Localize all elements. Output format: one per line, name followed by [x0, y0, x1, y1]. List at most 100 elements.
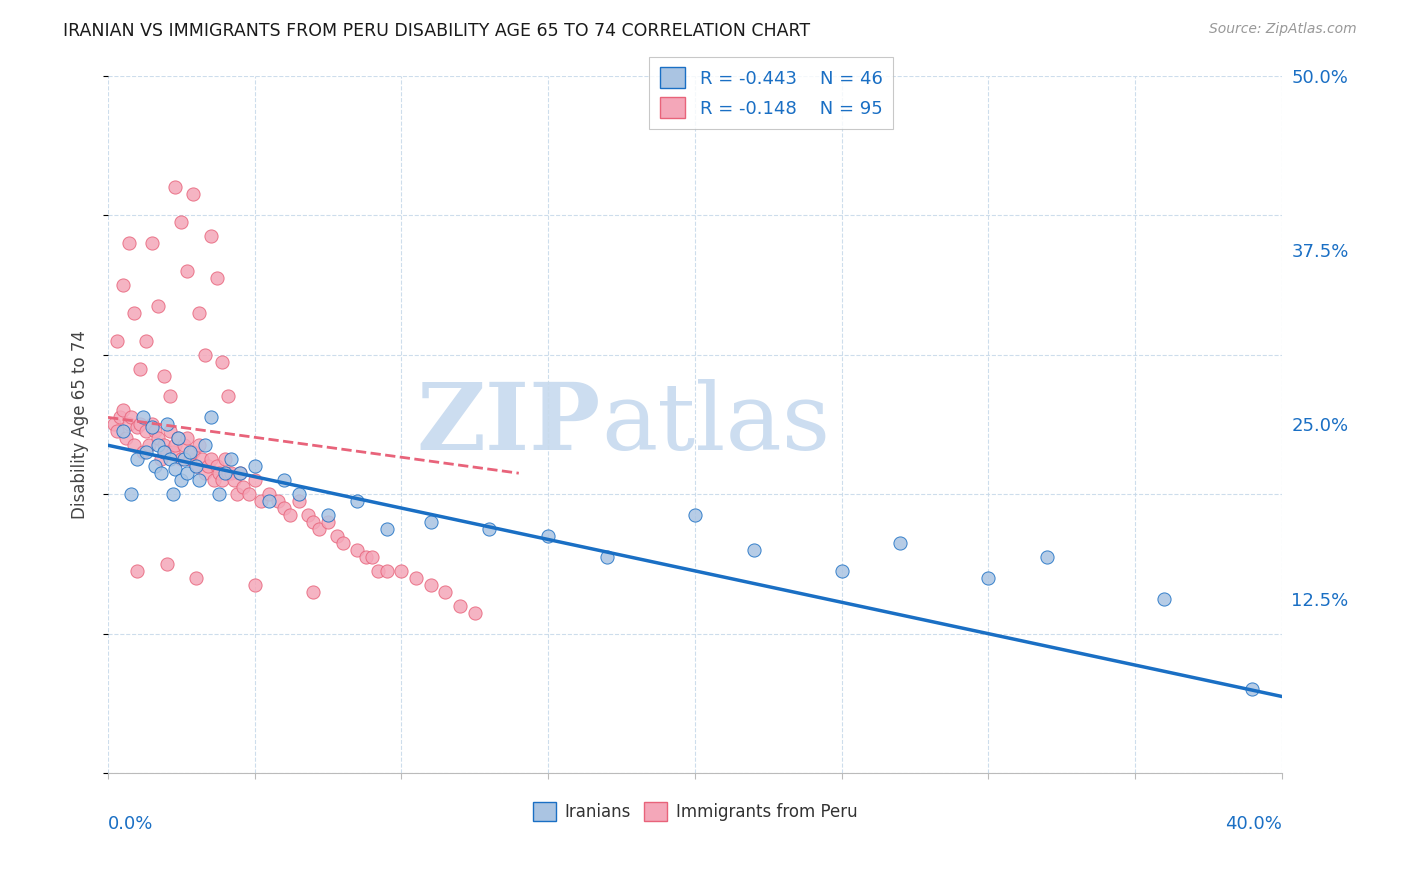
Point: [159, 389, 181, 403]
Point: [302, 515, 325, 529]
Point: [184, 459, 207, 474]
Text: 40.0%: 40.0%: [1225, 815, 1282, 833]
Point: [176, 264, 198, 278]
Point: [146, 299, 169, 313]
Point: [170, 473, 193, 487]
Point: [103, 417, 125, 432]
Point: [287, 494, 309, 508]
Point: [170, 452, 193, 467]
Point: [176, 466, 198, 480]
Point: [121, 410, 143, 425]
Point: [367, 564, 389, 578]
Point: [124, 438, 146, 452]
Point: [167, 431, 190, 445]
Point: [124, 306, 146, 320]
Point: [326, 529, 349, 543]
Point: [114, 431, 136, 445]
Point: [194, 348, 217, 362]
Point: [184, 571, 207, 585]
Point: [200, 229, 222, 244]
Point: [105, 425, 128, 439]
Point: [375, 522, 398, 536]
Point: [132, 410, 155, 425]
Point: [165, 180, 187, 194]
Point: [105, 334, 128, 348]
Point: [127, 452, 149, 467]
Point: [229, 466, 252, 480]
Point: [464, 606, 486, 620]
Point: [332, 536, 354, 550]
Point: [127, 420, 149, 434]
Point: [537, 529, 560, 543]
Point: [316, 515, 339, 529]
Point: [111, 403, 134, 417]
Point: [146, 431, 169, 445]
Point: [141, 417, 163, 432]
Point: [211, 473, 233, 487]
Point: [297, 508, 319, 522]
Point: [197, 459, 219, 474]
Point: [205, 270, 228, 285]
Point: [159, 425, 181, 439]
Point: [179, 452, 201, 467]
Point: [156, 445, 179, 459]
Text: atlas: atlas: [600, 379, 830, 469]
Point: [243, 578, 266, 592]
Point: [108, 410, 131, 425]
Legend: Iranians, Immigrants from Peru: Iranians, Immigrants from Peru: [526, 795, 863, 828]
Point: [173, 452, 195, 467]
Point: [149, 452, 172, 467]
Point: [156, 417, 179, 432]
Point: [273, 501, 295, 516]
Point: [117, 235, 139, 250]
Point: [219, 452, 242, 467]
Point: [419, 515, 441, 529]
Point: [156, 557, 179, 571]
Point: [170, 215, 193, 229]
Point: [354, 549, 377, 564]
Point: [149, 466, 172, 480]
Point: [179, 445, 201, 459]
Point: [165, 462, 187, 476]
Point: [596, 549, 619, 564]
Point: [405, 571, 427, 585]
Point: [132, 445, 155, 459]
Point: [111, 425, 134, 439]
Point: [181, 445, 204, 459]
Text: Source: ZipAtlas.com: Source: ZipAtlas.com: [1209, 22, 1357, 37]
Point: [361, 549, 384, 564]
Point: [346, 543, 368, 558]
Point: [243, 473, 266, 487]
Point: [184, 459, 207, 474]
Point: [478, 522, 501, 536]
Point: [135, 445, 157, 459]
Point: [273, 473, 295, 487]
Point: [977, 571, 1000, 585]
Point: [188, 438, 211, 452]
Point: [181, 187, 204, 202]
Point: [152, 368, 174, 383]
Point: [141, 420, 163, 434]
Point: [208, 466, 231, 480]
Point: [243, 459, 266, 474]
Point: [143, 459, 166, 474]
Point: [188, 306, 211, 320]
Point: [267, 494, 290, 508]
Point: [191, 452, 214, 467]
Point: [391, 564, 413, 578]
Point: [117, 417, 139, 432]
Point: [287, 487, 309, 501]
Point: [176, 431, 198, 445]
Point: [238, 487, 260, 501]
Point: [889, 536, 911, 550]
Point: [146, 438, 169, 452]
Text: 0.0%: 0.0%: [108, 815, 153, 833]
Point: [111, 277, 134, 292]
Point: [449, 599, 471, 613]
Point: [226, 487, 249, 501]
Point: [121, 487, 143, 501]
Point: [152, 445, 174, 459]
Point: [200, 452, 222, 467]
Point: [259, 487, 281, 501]
Point: [217, 466, 239, 480]
